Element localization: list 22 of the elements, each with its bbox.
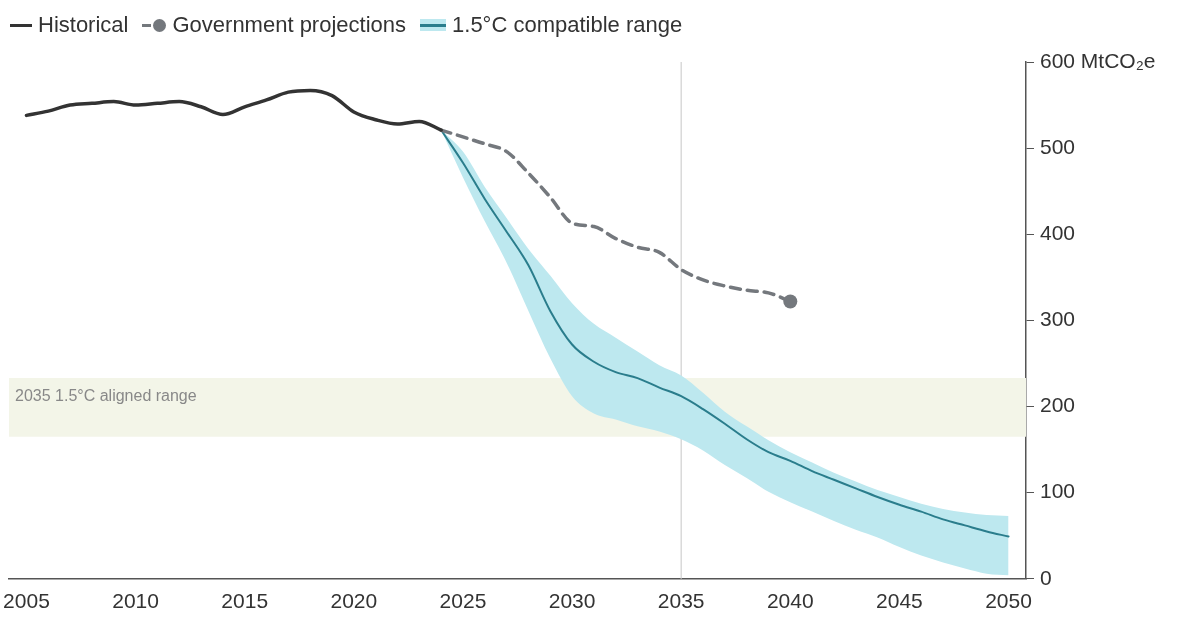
- x-tick-label: 2015: [221, 589, 269, 613]
- legend-label: 1.5°C compatible range: [452, 12, 683, 38]
- x-tick-label: 2050: [985, 589, 1032, 613]
- y-tick-label: 600 MtCO₂e: [1040, 48, 1156, 72]
- line-series: [24, 88, 443, 132]
- x-tick-label: 2045: [876, 589, 923, 613]
- y-tick-label: 200: [1040, 393, 1076, 417]
- x-tick-label: 2005: [3, 589, 50, 613]
- y-tick-label: 0: [1040, 565, 1052, 589]
- legend-label: Government projections: [172, 12, 407, 38]
- y-tick-label: 500: [1040, 134, 1076, 158]
- x-tick-label: 2020: [330, 589, 378, 613]
- x-tick-label: 2030: [548, 589, 596, 613]
- y-tick-label: 300: [1040, 307, 1076, 331]
- legend-label: Historical: [38, 12, 129, 38]
- y-tick-label: 100: [1040, 479, 1076, 503]
- x-tick-label: 2010: [112, 589, 159, 613]
- y-tick-label: 400: [1040, 221, 1076, 245]
- band-label: 2035 1.5°C aligned range: [15, 386, 197, 404]
- x-tick-label: 2035: [657, 589, 705, 613]
- x-tick-label: 2025: [439, 589, 487, 613]
- x-tick-label: 2040: [766, 589, 814, 613]
